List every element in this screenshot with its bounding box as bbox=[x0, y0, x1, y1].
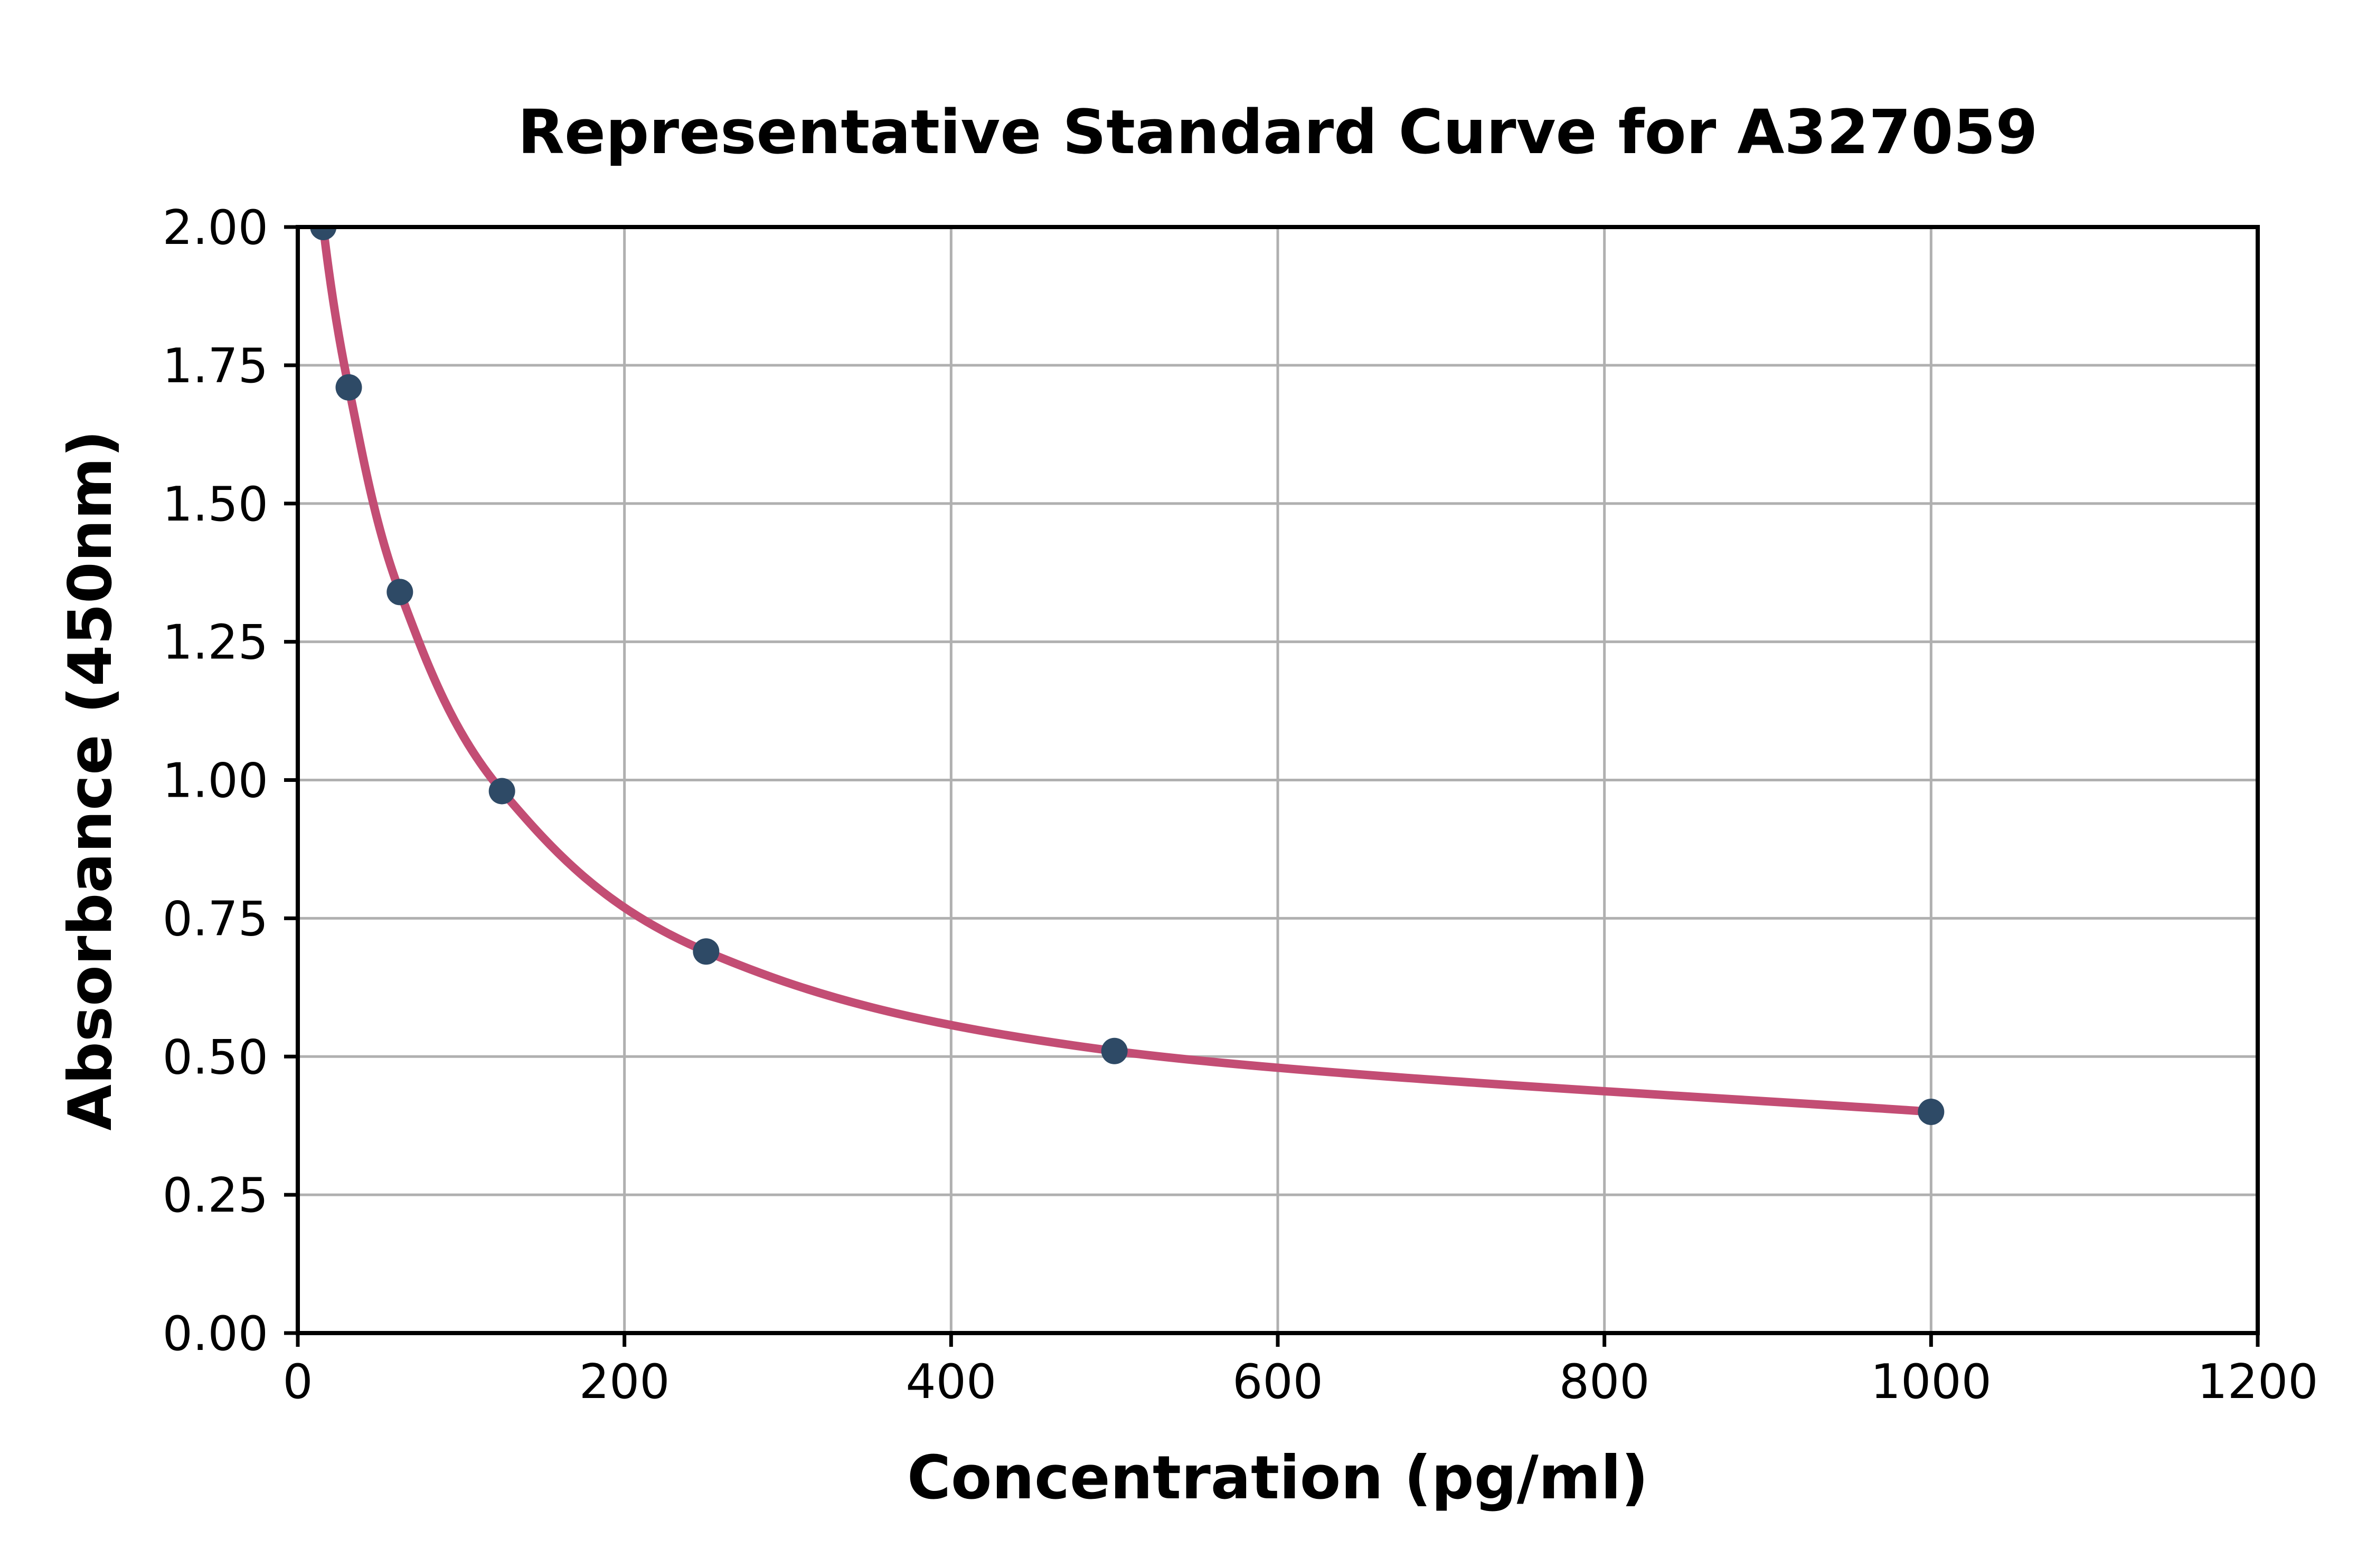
y-tick-label: 0.00 bbox=[163, 1306, 268, 1362]
x-tick-label: 0 bbox=[282, 1354, 313, 1410]
x-axis-label: Concentration (pg/ml) bbox=[907, 1443, 1648, 1513]
data-point-marker bbox=[386, 579, 413, 606]
data-point-marker bbox=[1101, 1037, 1128, 1064]
x-tick-label: 1000 bbox=[1871, 1354, 1992, 1410]
data-point-marker bbox=[335, 374, 362, 401]
y-tick-label: 2.00 bbox=[163, 200, 268, 256]
x-tick-label: 600 bbox=[1232, 1354, 1323, 1410]
y-tick-label: 1.00 bbox=[163, 753, 268, 809]
y-tick-label: 0.75 bbox=[163, 891, 268, 947]
data-point-marker bbox=[693, 938, 720, 965]
y-tick-label: 1.25 bbox=[163, 615, 268, 670]
chart-title: Representative Standard Curve for A32705… bbox=[518, 97, 2038, 168]
ticks: 0 200 400 600 800 1000 1200 0.00 0.25 0.50 0.75 1.0… bbox=[163, 200, 2318, 1410]
y-tick-label: 0.25 bbox=[163, 1168, 268, 1223]
standard-curve-line bbox=[319, 227, 1936, 1116]
gridlines bbox=[296, 225, 2259, 1335]
y-axis-label: Absorbance (450nm) bbox=[55, 430, 125, 1131]
y-tick-label: 1.50 bbox=[163, 477, 268, 532]
y-tick-label: 1.75 bbox=[163, 338, 268, 394]
y-tick-label: 0.50 bbox=[163, 1029, 268, 1085]
data-point-marker bbox=[1918, 1099, 1945, 1125]
plot-area bbox=[310, 227, 1945, 1125]
data-point-marker bbox=[488, 778, 515, 805]
x-tick-label: 400 bbox=[906, 1354, 996, 1410]
x-tick-label: 800 bbox=[1559, 1354, 1650, 1410]
data-point-marker bbox=[310, 227, 337, 240]
x-tick-label: 200 bbox=[579, 1354, 670, 1410]
x-tick-label: 1200 bbox=[2197, 1354, 2318, 1410]
